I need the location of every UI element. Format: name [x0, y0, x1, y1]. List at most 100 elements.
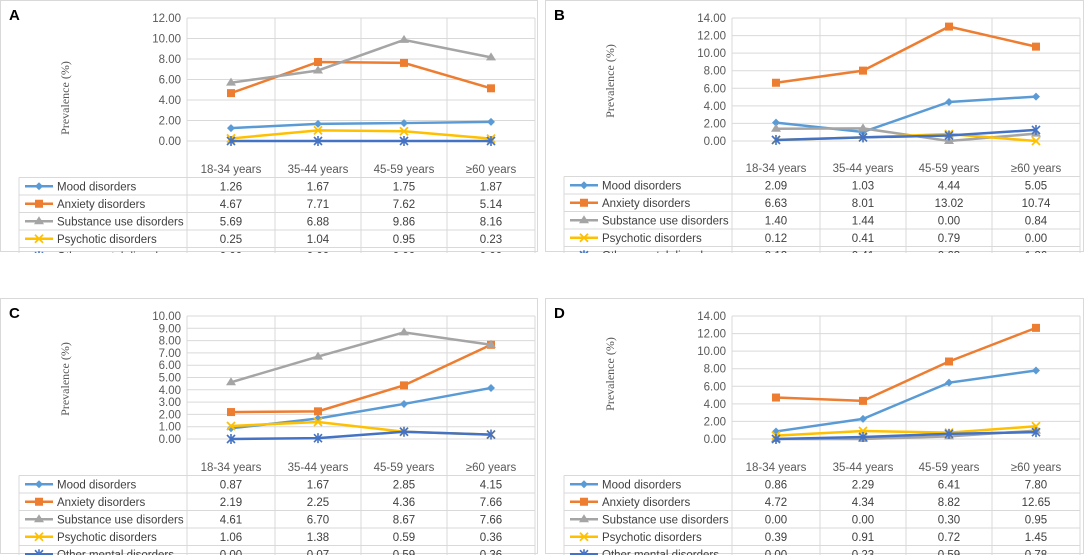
data-label: 12.65 [1022, 497, 1051, 509]
data-label: 0.36 [480, 532, 502, 544]
data-point [945, 22, 953, 31]
data-label: 0.00 [1025, 233, 1047, 245]
x-tick-label: 18-34 years [201, 462, 262, 474]
data-label: 1.26 [220, 181, 242, 193]
chart-panel-b: B Prevalence (%) 14.00 12.00 10.00 8.00 6.00 4… [545, 0, 1084, 253]
data-label: 0.00 [852, 514, 874, 526]
legend-key-marker [34, 532, 44, 542]
data-label: 0.39 [765, 532, 787, 544]
data-point [400, 399, 408, 408]
y-axis-label: Prevalence (%) [603, 44, 617, 118]
y-tick-label: 12.00 [152, 13, 181, 25]
data-label: 0.41 [852, 233, 874, 245]
y-tick-label: 8.00 [704, 364, 726, 376]
data-label: 6.63 [765, 198, 787, 210]
data-label: 0.36 [480, 549, 502, 555]
y-tick-label: 12.00 [697, 329, 726, 341]
x-tick-label: 45-59 years [919, 163, 980, 175]
legend-key-marker [579, 215, 589, 224]
legend-label: Anxiety disorders [602, 198, 690, 210]
data-label: 0.30 [938, 514, 960, 526]
x-tick-label: 35-44 years [833, 163, 894, 175]
data-point-stroke [313, 417, 323, 427]
data-point [859, 66, 867, 75]
data-point [1031, 427, 1041, 438]
legend-key-marker [35, 480, 43, 489]
y-tick-label: 5.00 [159, 373, 181, 385]
legend-label: Psychotic disorders [602, 233, 702, 245]
data-point [859, 414, 867, 423]
data-label: 0.23 [852, 549, 874, 555]
data-label: 0.00 [307, 251, 329, 253]
data-label: 0.95 [393, 234, 415, 246]
data-point [399, 126, 409, 136]
data-label: 2.29 [852, 479, 874, 491]
data-point [1031, 124, 1041, 135]
panel-label: C [9, 305, 20, 322]
data-label: 4.61 [220, 514, 242, 526]
data-label: 0.12 [765, 233, 787, 245]
data-label: 0.00 [393, 251, 415, 253]
y-tick-label: 6.00 [159, 75, 181, 87]
legend-key-marker [34, 234, 44, 244]
legend-key-marker [34, 251, 44, 253]
y-tick-label: 10.00 [697, 48, 726, 60]
y-tick-label: 8.00 [704, 66, 726, 78]
legend-label: Other mental disorders [57, 251, 174, 253]
y-tick-label: 14.00 [697, 311, 726, 323]
panel-label: B [554, 7, 565, 24]
x-tick-label: 18-34 years [746, 163, 807, 175]
data-label: 1.38 [307, 532, 329, 544]
chart-svg-c: Prevalence (%)10.009.008.007.006.005.004… [18, 311, 536, 555]
y-tick-label: 9.00 [159, 323, 181, 335]
data-point [313, 417, 323, 427]
legend-label: Other mental disorders [602, 549, 719, 555]
data-label: 5.05 [1025, 180, 1047, 192]
data-point [1031, 136, 1041, 146]
data-point [858, 431, 868, 442]
legend-key-marker-stroke [579, 532, 589, 542]
data-point [313, 136, 323, 146]
data-label: 5.14 [480, 199, 503, 211]
data-label: 0.59 [938, 549, 960, 555]
data-point [313, 65, 323, 74]
data-point [771, 123, 781, 132]
data-point [1032, 42, 1040, 51]
data-label: 10.74 [1022, 198, 1051, 210]
data-point-stroke [399, 126, 409, 136]
data-label: 1.03 [852, 180, 874, 192]
legend-key-marker [34, 514, 44, 523]
legend-label: Substance use disorders [602, 215, 729, 227]
data-point [486, 339, 496, 348]
data-point [399, 34, 409, 43]
series-line [775, 128, 1037, 142]
legend-label: Mood disorders [57, 479, 137, 491]
data-point [1032, 92, 1040, 101]
data-label: 5.69 [220, 216, 242, 228]
data-point-stroke [226, 421, 236, 431]
x-tick-label: 45-59 years [374, 164, 435, 176]
legend-label: Mood disorders [57, 181, 137, 193]
data-point [1032, 323, 1040, 332]
data-label: 7.80 [1025, 479, 1047, 491]
data-label: 4.67 [220, 199, 242, 211]
legend-label: Psychotic disorders [602, 532, 702, 544]
y-axis-label: Prevalence (%) [58, 61, 72, 135]
y-tick-label: 2.00 [704, 416, 726, 428]
data-label: 0.00 [765, 514, 787, 526]
legend-label: Anxiety disorders [602, 497, 690, 509]
legend-label: Mood disorders [602, 180, 682, 192]
data-label: 4.72 [765, 497, 787, 509]
series-line [230, 120, 492, 130]
data-point [399, 327, 409, 336]
y-tick-label: 4.00 [159, 95, 181, 107]
data-label: 0.12 [765, 250, 787, 253]
data-label: 0.07 [307, 549, 329, 555]
y-tick-label: 10.00 [697, 346, 726, 358]
legend-label: Substance use disorders [57, 514, 184, 526]
data-point [400, 381, 408, 390]
legend-key-marker [579, 532, 589, 542]
x-tick-label: ≥60 years [466, 164, 517, 176]
legend-label: Other mental disorders [602, 250, 719, 253]
data-point [313, 433, 323, 444]
